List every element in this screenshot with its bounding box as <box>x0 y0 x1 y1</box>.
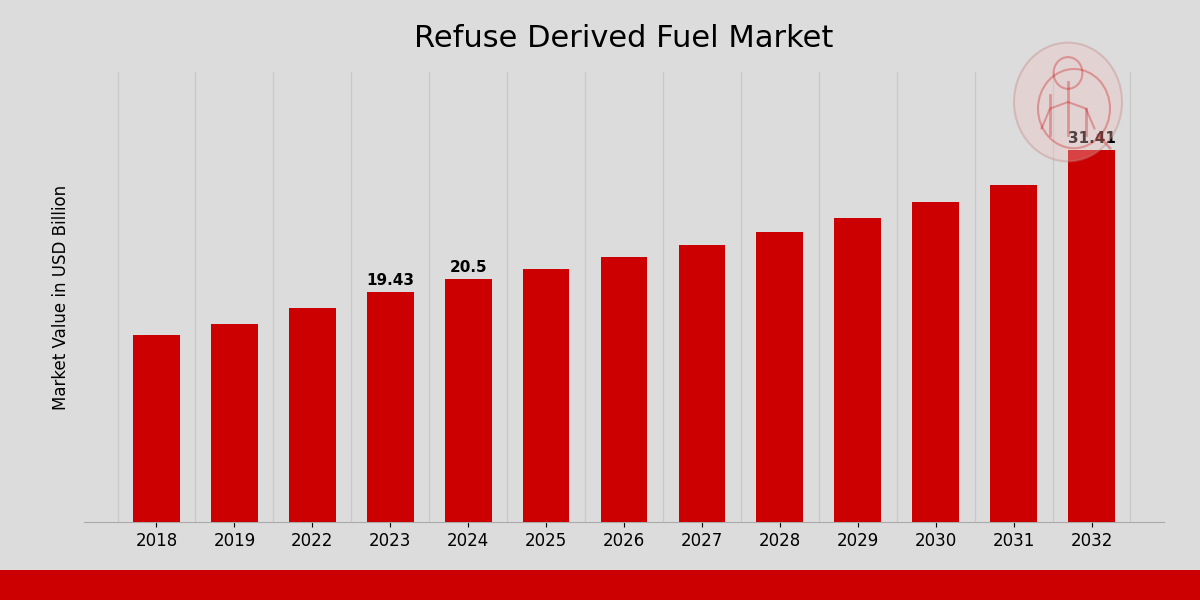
Text: 20.5: 20.5 <box>449 260 487 275</box>
Y-axis label: Market Value in USD Billion: Market Value in USD Billion <box>52 184 70 410</box>
Text: 31.41: 31.41 <box>1068 131 1116 146</box>
Bar <box>367 292 414 522</box>
Bar <box>834 218 881 522</box>
Bar <box>678 245 725 522</box>
Title: Refuse Derived Fuel Market: Refuse Derived Fuel Market <box>414 24 834 53</box>
Text: 19.43: 19.43 <box>366 273 414 288</box>
Bar <box>601 257 647 522</box>
Bar <box>1068 150 1115 522</box>
Bar <box>756 232 803 522</box>
Bar <box>289 308 336 522</box>
Bar <box>912 202 959 522</box>
Bar <box>523 269 570 522</box>
Bar <box>211 324 258 522</box>
Bar <box>445 279 492 522</box>
Circle shape <box>1014 43 1122 161</box>
Bar <box>133 335 180 522</box>
Bar <box>990 185 1037 522</box>
